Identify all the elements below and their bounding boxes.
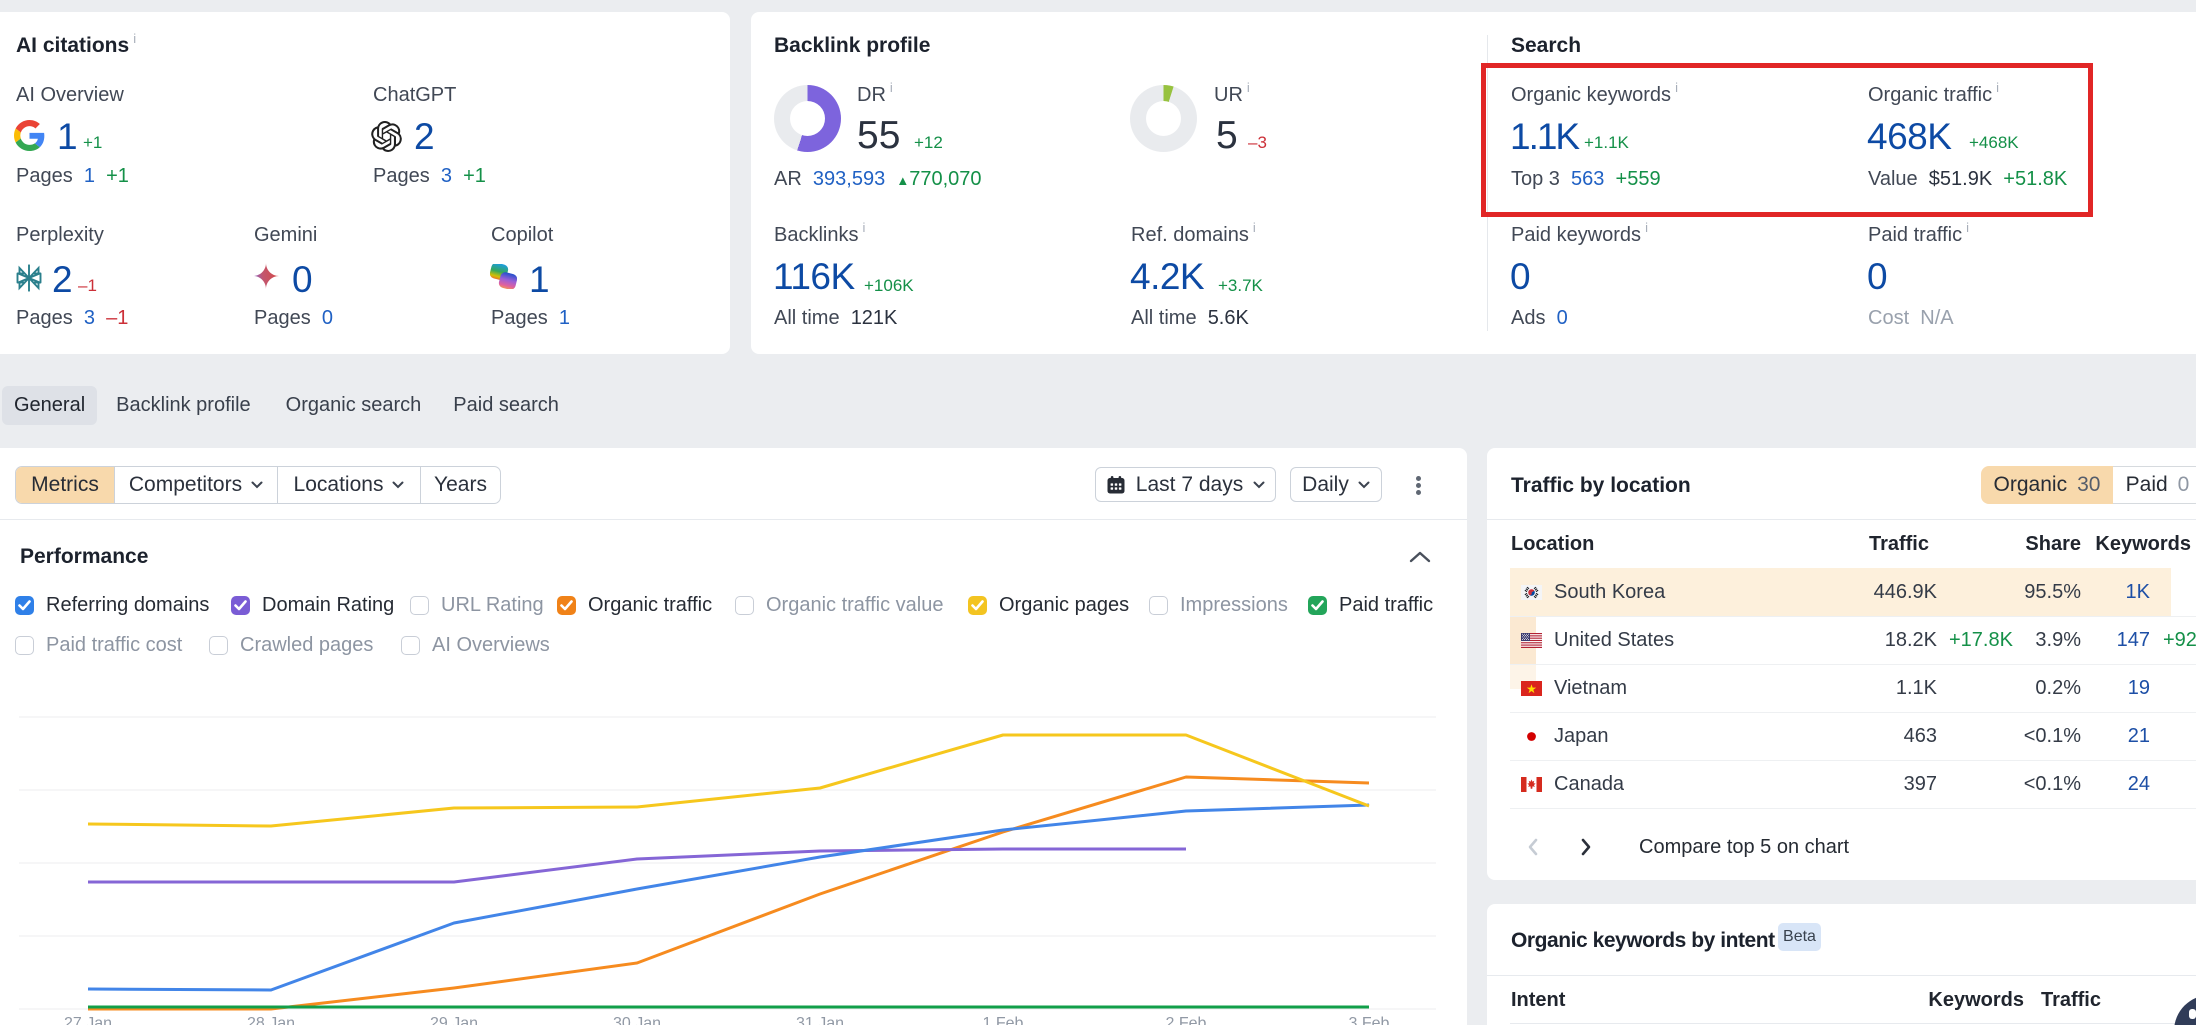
svg-text:27 Jan: 27 Jan [64,1015,112,1025]
svg-text:31 Jan: 31 Jan [796,1015,844,1025]
svg-text:30 Jan: 30 Jan [613,1015,661,1025]
svg-text:3 Feb: 3 Feb [1349,1015,1390,1025]
svg-text:1 Feb: 1 Feb [983,1015,1024,1025]
svg-text:29 Jan: 29 Jan [430,1015,478,1025]
svg-text:28 Jan: 28 Jan [247,1015,295,1025]
svg-text:2 Feb: 2 Feb [1166,1015,1207,1025]
